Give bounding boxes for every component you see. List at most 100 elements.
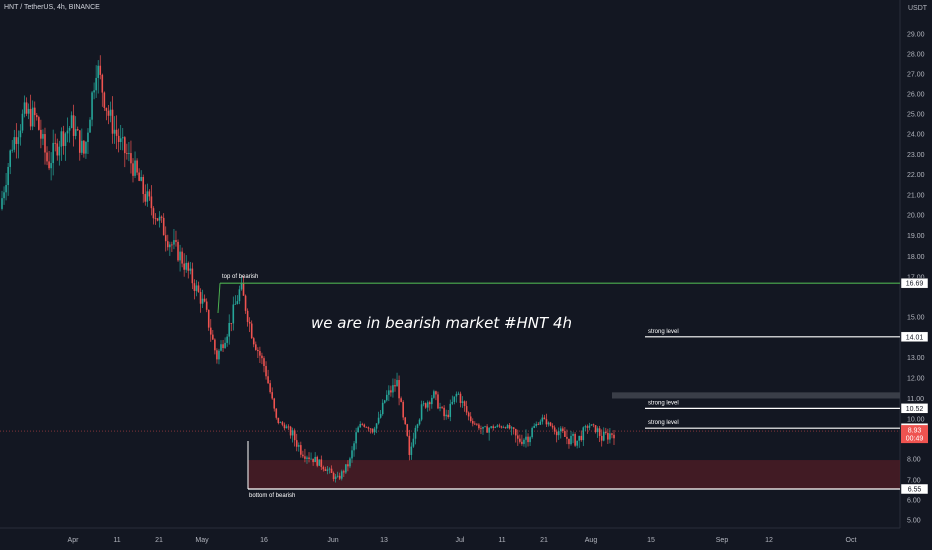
x-tick-label: 12 bbox=[765, 537, 773, 544]
candle-body bbox=[541, 417, 544, 422]
candle-body bbox=[400, 398, 402, 402]
candle-body bbox=[402, 401, 404, 418]
candle-body bbox=[273, 398, 276, 409]
y-tick-label: 21.00 bbox=[907, 192, 925, 199]
candle-body bbox=[21, 113, 24, 131]
current-price-label: 8.93 bbox=[908, 428, 922, 435]
candle-body bbox=[158, 216, 161, 221]
candle-body bbox=[394, 385, 396, 387]
candle-body bbox=[420, 404, 423, 420]
candle-body bbox=[54, 142, 57, 144]
candle-body bbox=[592, 424, 595, 426]
candle-body bbox=[582, 427, 585, 441]
candle-body bbox=[322, 466, 325, 470]
candle-body bbox=[222, 344, 224, 349]
candle-body bbox=[320, 459, 323, 467]
candle-body bbox=[447, 414, 450, 417]
candle-body bbox=[498, 425, 501, 427]
candle-body bbox=[171, 244, 173, 246]
candle-body bbox=[38, 117, 40, 130]
candle-body bbox=[166, 241, 169, 248]
candle-body bbox=[70, 115, 73, 128]
candle-body bbox=[164, 235, 167, 242]
x-tick-label: 21 bbox=[155, 537, 163, 544]
candle-body bbox=[76, 129, 79, 131]
candle-body bbox=[578, 435, 581, 441]
candle-body bbox=[185, 262, 188, 270]
candle-body bbox=[562, 428, 564, 432]
candle-body bbox=[600, 435, 603, 441]
candle-body bbox=[312, 458, 314, 463]
y-tick-label: 13.00 bbox=[907, 355, 925, 362]
candle-body bbox=[365, 426, 368, 428]
candle-body bbox=[559, 428, 562, 432]
candle-body bbox=[228, 322, 230, 337]
candle-body bbox=[150, 196, 153, 209]
currency-label[interactable]: USDT bbox=[908, 5, 928, 12]
candle-body bbox=[134, 160, 136, 176]
candle-body bbox=[584, 426, 587, 428]
candle-body bbox=[383, 400, 386, 403]
candle-body bbox=[240, 282, 243, 290]
candle-body bbox=[349, 458, 351, 467]
candle-body bbox=[523, 439, 525, 444]
candle-body bbox=[318, 459, 321, 466]
candle-body bbox=[514, 428, 517, 436]
candle-body bbox=[338, 475, 341, 479]
candle-body bbox=[300, 445, 302, 455]
y-tick-label: 25.00 bbox=[907, 112, 925, 119]
candle-body bbox=[467, 412, 470, 417]
candle-body bbox=[396, 380, 398, 387]
candle-body bbox=[214, 339, 216, 351]
candle-body bbox=[347, 464, 349, 467]
candle-body bbox=[146, 191, 149, 202]
candle-body bbox=[496, 425, 499, 427]
candle-body bbox=[238, 289, 241, 302]
candle-body bbox=[181, 251, 183, 264]
candle-body bbox=[428, 402, 431, 405]
candle-body bbox=[553, 427, 556, 432]
candle-body bbox=[11, 149, 14, 151]
y-tick-label: 20.00 bbox=[907, 213, 925, 220]
top-connector bbox=[217, 283, 221, 314]
candle-body bbox=[357, 427, 359, 433]
level-label: strong level bbox=[648, 329, 679, 335]
candle-body bbox=[156, 218, 159, 221]
candle-body bbox=[433, 391, 435, 398]
candle-body bbox=[355, 432, 357, 444]
level-price-label: 14.01 bbox=[906, 334, 924, 341]
candle-body bbox=[261, 355, 263, 359]
resistance-zone bbox=[612, 392, 900, 399]
level-price-box bbox=[900, 277, 929, 289]
candle-body bbox=[543, 417, 546, 420]
candle-body bbox=[586, 426, 589, 428]
candle-body bbox=[379, 414, 382, 418]
candle-body bbox=[35, 115, 38, 118]
candle-body bbox=[207, 309, 210, 328]
candle-body bbox=[275, 408, 278, 418]
y-tick-label: 27.00 bbox=[907, 72, 925, 79]
candle-body bbox=[469, 416, 472, 421]
candle-body bbox=[490, 426, 492, 428]
candle-body bbox=[316, 456, 319, 466]
candle-body bbox=[529, 437, 531, 443]
candle-body bbox=[115, 129, 118, 136]
level-price-label: 16.69 bbox=[906, 281, 924, 288]
candle-body bbox=[414, 427, 417, 439]
candle-body bbox=[29, 108, 32, 127]
countdown-label: 00:49 bbox=[906, 436, 924, 443]
candle-body bbox=[463, 401, 466, 407]
candle-body bbox=[445, 414, 447, 417]
candle-body bbox=[15, 137, 18, 144]
candle-body bbox=[74, 129, 77, 136]
candle-body bbox=[361, 424, 364, 425]
candle-body bbox=[289, 426, 292, 436]
candle-body bbox=[381, 402, 384, 415]
candle-body bbox=[62, 131, 65, 146]
y-tick-label: 28.00 bbox=[907, 52, 925, 59]
candle-body bbox=[431, 397, 433, 405]
candle-body bbox=[404, 417, 407, 425]
candle-body bbox=[83, 140, 85, 154]
candle-body bbox=[199, 292, 202, 304]
